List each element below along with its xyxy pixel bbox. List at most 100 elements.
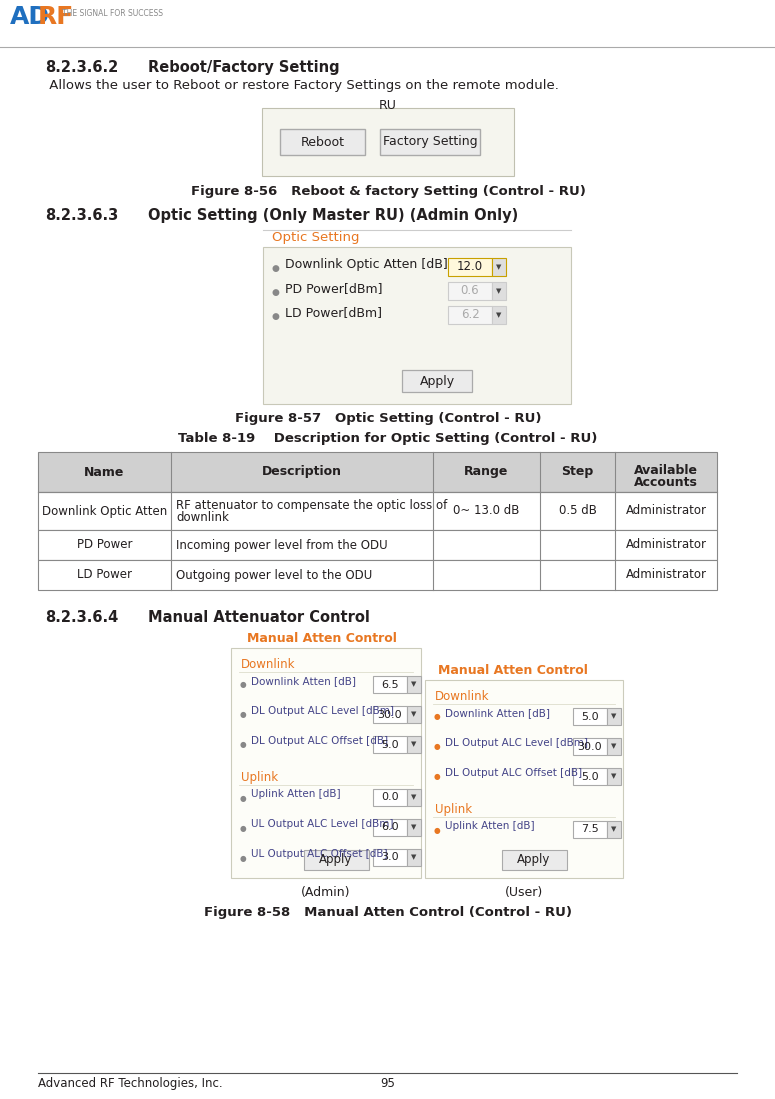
- Text: AD: AD: [10, 5, 50, 29]
- Text: ●: ●: [434, 712, 440, 722]
- Text: 6.5: 6.5: [381, 679, 399, 689]
- Text: 0.0: 0.0: [381, 792, 399, 802]
- Bar: [263, 247, 571, 404]
- Text: Uplink: Uplink: [241, 771, 278, 784]
- Text: 0~ 13.0 dB: 0~ 13.0 dB: [453, 504, 520, 518]
- Text: ●: ●: [239, 854, 246, 863]
- Text: Outgoing power level to the ODU: Outgoing power level to the ODU: [176, 568, 372, 581]
- Bar: [448, 282, 492, 300]
- Text: LD Power[dBm]: LD Power[dBm]: [285, 306, 382, 319]
- Text: Apply: Apply: [419, 375, 455, 388]
- Text: ▼: ▼: [611, 744, 617, 750]
- Bar: [448, 306, 492, 324]
- Text: Allows the user to Reboot or restore Factory Settings on the remote module.: Allows the user to Reboot or restore Fac…: [45, 79, 559, 92]
- Text: UL Output ALC Level [dBm]: UL Output ALC Level [dBm]: [251, 819, 394, 829]
- Text: 5.0: 5.0: [381, 740, 399, 750]
- Text: 8.2.3.6.4: 8.2.3.6.4: [45, 610, 119, 625]
- Text: Figure 8-58   Manual Atten Control (Control - RU): Figure 8-58 Manual Atten Control (Contro…: [204, 906, 572, 919]
- Text: Administrator: Administrator: [625, 504, 707, 518]
- Text: Apply: Apply: [319, 854, 353, 866]
- Text: ▼: ▼: [496, 288, 501, 295]
- Text: Step: Step: [561, 466, 594, 478]
- Text: Downlink Optic Atten [dB]: Downlink Optic Atten [dB]: [285, 258, 448, 271]
- Text: (User): (User): [505, 886, 543, 899]
- Text: Manual Attenuator Control: Manual Attenuator Control: [148, 610, 370, 625]
- Bar: [573, 821, 607, 839]
- Text: ●: ●: [239, 793, 246, 802]
- Text: Optic Setting: Optic Setting: [272, 231, 360, 244]
- Text: ●: ●: [271, 288, 279, 297]
- Text: PD Power[dBm]: PD Power[dBm]: [285, 282, 383, 295]
- Text: Accounts: Accounts: [634, 476, 698, 489]
- Bar: [492, 282, 506, 300]
- Text: 6.0: 6.0: [381, 822, 399, 833]
- Text: 95: 95: [381, 1077, 395, 1090]
- Text: ▼: ▼: [496, 312, 501, 318]
- Text: ▼: ▼: [412, 681, 417, 688]
- Bar: [607, 768, 621, 785]
- Text: Apply: Apply: [518, 854, 551, 866]
- Text: Figure 8-57   Optic Setting (Control - RU): Figure 8-57 Optic Setting (Control - RU): [235, 412, 541, 425]
- Text: PD Power: PD Power: [77, 539, 133, 552]
- Text: DL Output ALC Offset [dB]: DL Output ALC Offset [dB]: [251, 736, 388, 746]
- Bar: [231, 648, 421, 878]
- Bar: [38, 530, 717, 560]
- Bar: [501, 850, 567, 870]
- Text: Administrator: Administrator: [625, 568, 707, 581]
- Text: ▼: ▼: [611, 713, 617, 720]
- Text: Downlink: Downlink: [241, 658, 295, 671]
- Text: ●: ●: [239, 823, 246, 833]
- Text: ▼: ▼: [412, 795, 417, 800]
- Bar: [304, 850, 368, 870]
- Text: 3.0: 3.0: [381, 853, 399, 863]
- Text: ▼: ▼: [412, 742, 417, 747]
- Text: ●: ●: [239, 741, 246, 750]
- Text: Administrator: Administrator: [625, 539, 707, 552]
- Text: (Admin): (Admin): [301, 886, 351, 899]
- Bar: [448, 258, 492, 276]
- Text: RF: RF: [38, 5, 74, 29]
- Bar: [573, 708, 607, 725]
- Bar: [402, 370, 472, 392]
- Text: ●: ●: [434, 825, 440, 834]
- Bar: [407, 706, 421, 723]
- Text: Description: Description: [262, 466, 342, 478]
- Text: Downlink: Downlink: [435, 690, 490, 703]
- Text: ▼: ▼: [611, 774, 617, 779]
- Text: Advanced RF Technologies, Inc.: Advanced RF Technologies, Inc.: [38, 1077, 222, 1090]
- Text: DL Output ALC Offset [dB]: DL Output ALC Offset [dB]: [445, 768, 582, 778]
- Text: 12.0: 12.0: [457, 260, 483, 274]
- Text: DL Output ALC Level [dBm]: DL Output ALC Level [dBm]: [251, 706, 394, 717]
- Bar: [380, 129, 480, 155]
- Text: Table 8-19    Description for Optic Setting (Control - RU): Table 8-19 Description for Optic Setting…: [178, 432, 598, 445]
- Bar: [407, 736, 421, 753]
- Text: Figure 8-56   Reboot & factory Setting (Control - RU): Figure 8-56 Reboot & factory Setting (Co…: [191, 185, 585, 198]
- Bar: [607, 739, 621, 755]
- Bar: [373, 736, 407, 753]
- Text: ●: ●: [271, 264, 279, 273]
- Text: Incoming power level from the ODU: Incoming power level from the ODU: [176, 539, 388, 552]
- Text: ●: ●: [434, 773, 440, 781]
- Text: Optic Setting (Only Master RU) (Admin Only): Optic Setting (Only Master RU) (Admin On…: [148, 208, 518, 223]
- Bar: [373, 819, 407, 836]
- Bar: [607, 708, 621, 725]
- Bar: [262, 108, 514, 176]
- Text: Manual Atten Control: Manual Atten Control: [438, 664, 588, 677]
- Text: DL Output ALC Level [dBm]: DL Output ALC Level [dBm]: [445, 739, 588, 748]
- Text: ▼: ▼: [412, 711, 417, 718]
- Text: UL Output ALC Offset [dB]: UL Output ALC Offset [dB]: [251, 850, 388, 859]
- Text: Name: Name: [84, 466, 125, 478]
- Bar: [407, 850, 421, 866]
- Text: Downlink Atten [dB]: Downlink Atten [dB]: [445, 708, 550, 718]
- Bar: [407, 819, 421, 836]
- Text: ▼: ▼: [611, 826, 617, 833]
- Text: ●: ●: [239, 680, 246, 689]
- Text: 5.0: 5.0: [581, 711, 599, 722]
- Text: ▼: ▼: [412, 824, 417, 831]
- Text: 8.2.3.6.3: 8.2.3.6.3: [45, 208, 119, 223]
- Text: 30.0: 30.0: [377, 710, 402, 720]
- Text: Uplink Atten [dB]: Uplink Atten [dB]: [251, 789, 341, 799]
- Bar: [373, 850, 407, 866]
- Bar: [373, 789, 407, 806]
- Text: Downlink Optic Atten: Downlink Optic Atten: [42, 504, 167, 518]
